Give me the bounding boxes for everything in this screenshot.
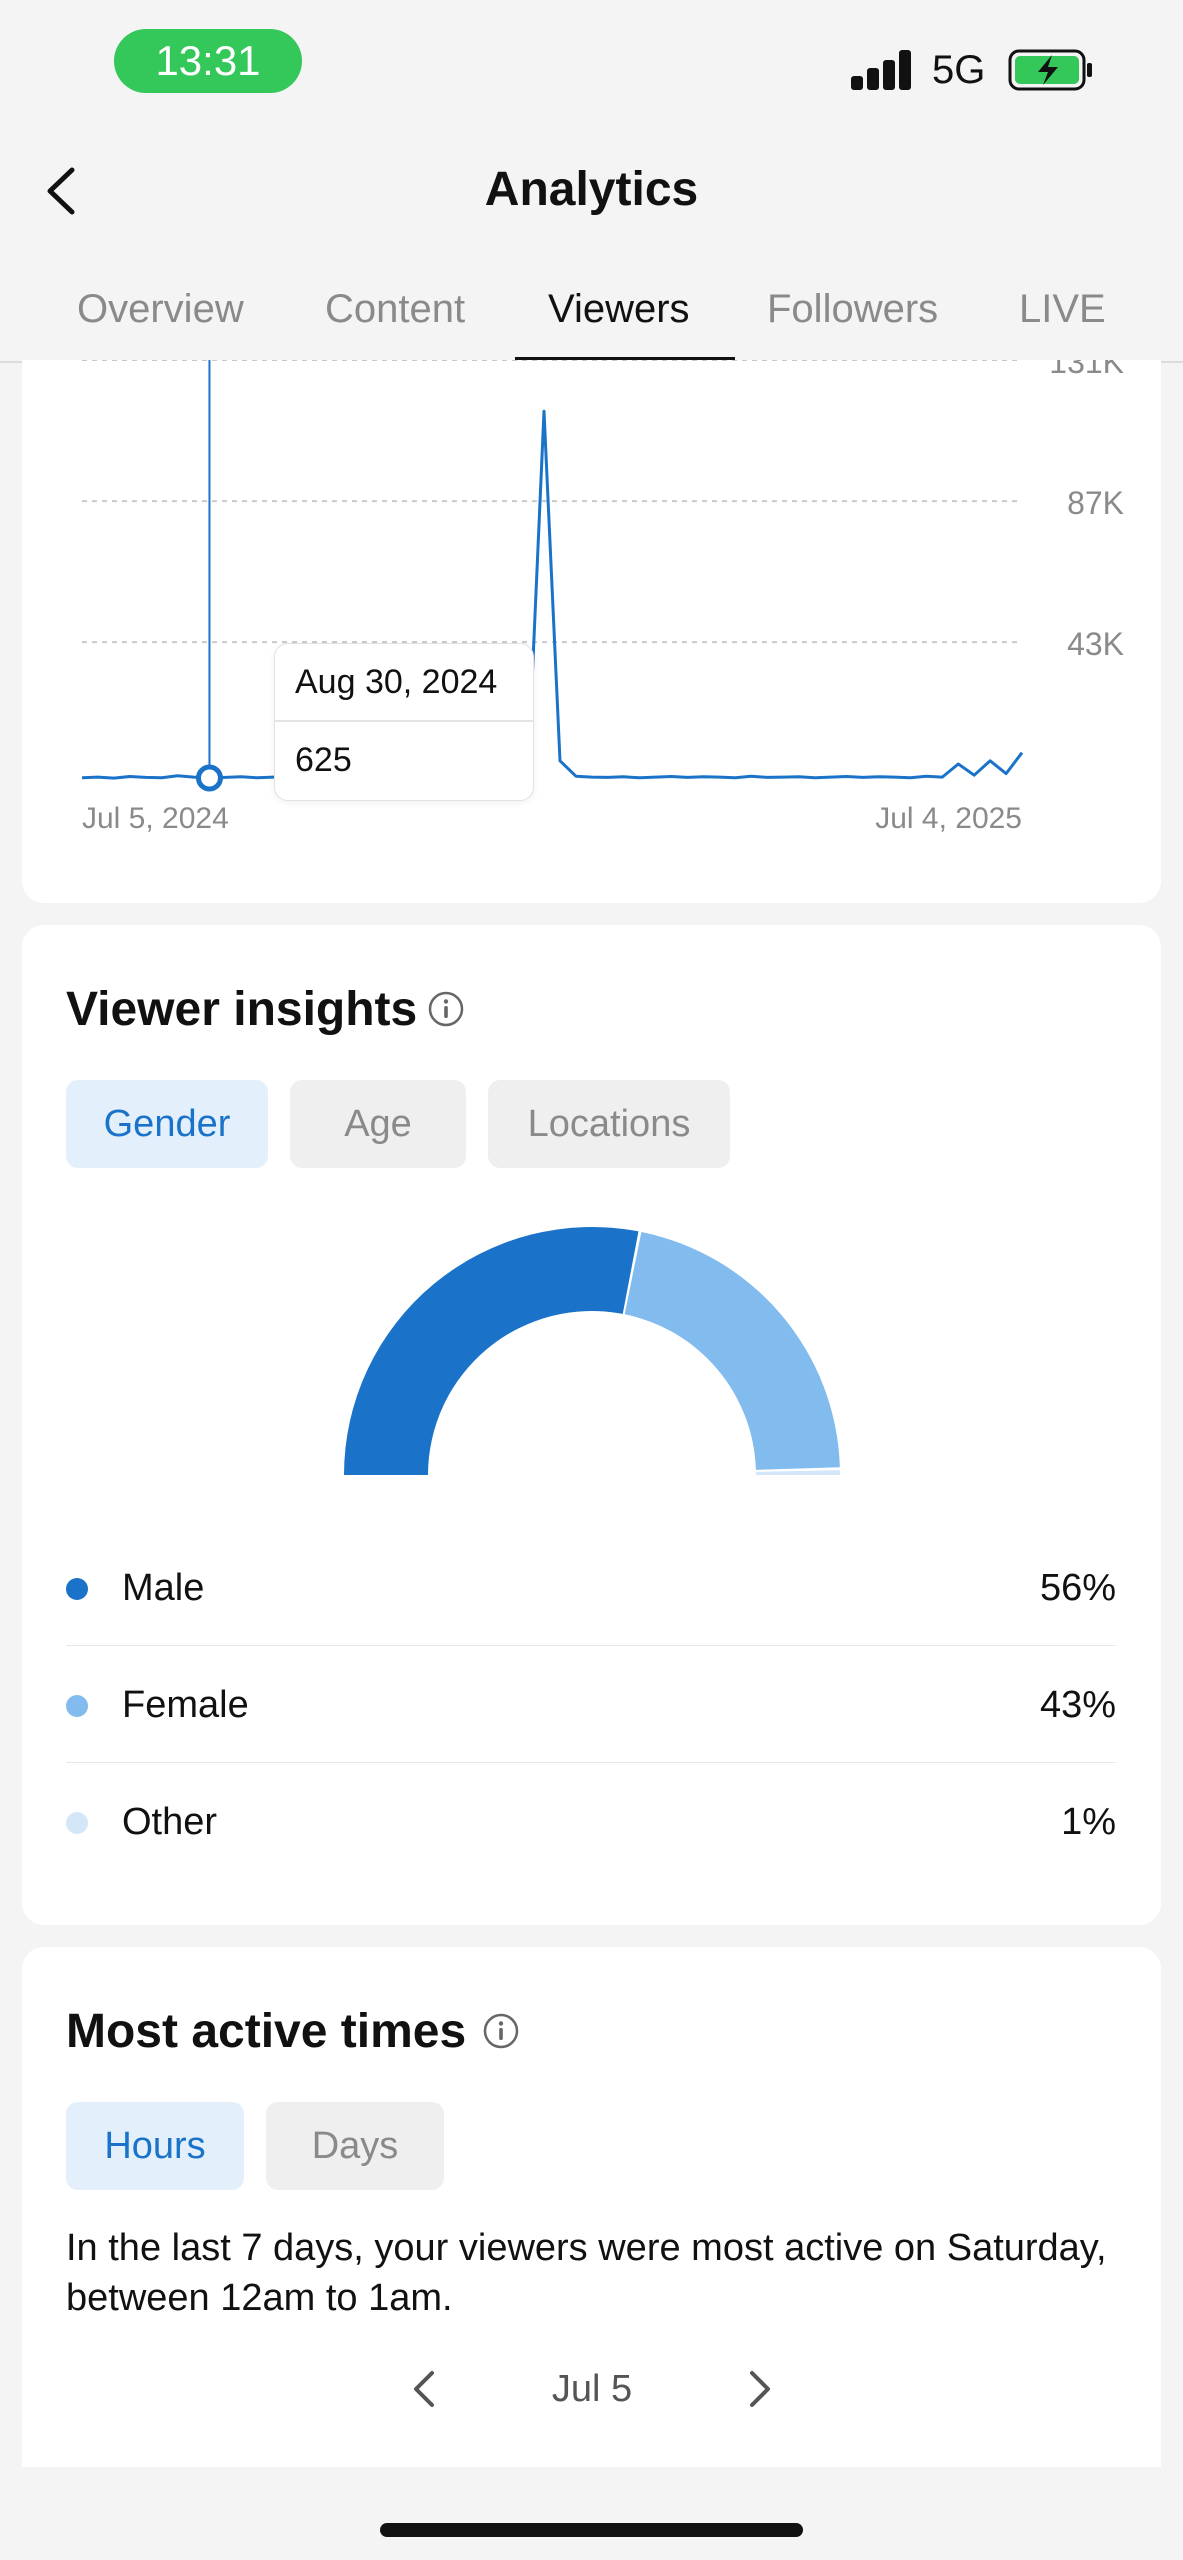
y-tick-label: 131K (1049, 360, 1124, 380)
info-icon[interactable] (427, 990, 465, 1028)
cellular-signal-icon (851, 50, 913, 90)
tooltip-divider (275, 720, 533, 722)
viewers-chart-card: 131K 87K 43K Jul 5, 2024 Jul 4, 2025 Aug 30,… (22, 360, 1161, 903)
most-active-description: In the last 7 days, your viewers were mo… (66, 2227, 1107, 2319)
chart-tooltip: Aug 30, 2024 625 (274, 643, 534, 801)
legend-row-female: Female 43% (66, 1647, 1116, 1763)
analytics-tabs: Overview Content Viewers Followers LIVE (0, 270, 1183, 363)
highlight-point (195, 764, 223, 792)
donut-segment-male (344, 1227, 639, 1475)
x-start-label: Jul 5, 2024 (82, 802, 229, 835)
status-time[interactable]: 13:31 (114, 29, 302, 93)
donut-segment-female (624, 1231, 840, 1470)
x-end-label: Jul 4, 2025 (875, 802, 1022, 835)
info-icon[interactable] (482, 2012, 520, 2050)
legend-dot-male (66, 1578, 88, 1600)
y-tick-label: 43K (1067, 626, 1124, 662)
nav-header: Analytics (0, 140, 1183, 240)
legend-row-other: Other 1% (66, 1764, 1116, 1880)
legend-label-male: Male (122, 1567, 205, 1609)
home-indicator[interactable] (380, 2523, 803, 2537)
tab-live[interactable]: LIVE (1019, 287, 1106, 331)
tab-followers[interactable]: Followers (767, 287, 939, 331)
gender-half-donut-chart (344, 1227, 840, 1475)
legend-dot-other (66, 1812, 88, 1834)
back-chevron-icon[interactable] (40, 164, 84, 218)
next-date-chevron-icon[interactable] (742, 2365, 778, 2413)
tab-viewers[interactable]: Viewers (548, 287, 690, 331)
viewer-insights-title: Viewer insights (66, 983, 418, 1036)
network-type: 5G (932, 48, 986, 92)
donut-segment-other (755, 1470, 840, 1475)
most-active-times-title: Most active times (66, 2005, 467, 2058)
page-title: Analytics (484, 163, 699, 216)
previous-date-chevron-icon[interactable] (406, 2365, 442, 2413)
tab-overview[interactable]: Overview (77, 287, 244, 331)
tooltip-value: 625 (295, 741, 352, 779)
y-tick-label: 87K (1067, 485, 1124, 521)
most-active-times-card: Most active times Hours Days In the last… (22, 1947, 1161, 2467)
filter-age[interactable]: Age (290, 1080, 466, 1168)
status-bar: 13:31 5G (0, 0, 1183, 130)
legend-value-other: 1% (1061, 1801, 1116, 1843)
active-date-label: Jul 5 (551, 2368, 633, 2410)
filter-gender[interactable]: Gender (66, 1080, 268, 1168)
legend-value-male: 56% (1039, 1567, 1116, 1609)
legend-dot-female (66, 1695, 88, 1717)
battery-charging-icon (1008, 49, 1092, 91)
tab-content[interactable]: Content (325, 287, 466, 331)
legend-label-female: Female (122, 1684, 249, 1726)
legend-row-male: Male 56% (66, 1530, 1116, 1646)
viewers-line-chart[interactable]: 131K 87K 43K Jul 5, 2024 Jul 4, 2025 (22, 360, 1161, 903)
series-line (81, 409, 1024, 780)
tooltip-date: Aug 30, 2024 (295, 663, 498, 701)
viewer-insights-card: Viewer insights Gender Age Locations Mal… (22, 925, 1161, 1925)
legend-value-female: 43% (1039, 1684, 1116, 1726)
filter-hours[interactable]: Hours (66, 2102, 244, 2190)
filter-days[interactable]: Days (266, 2102, 444, 2190)
legend-label-other: Other (122, 1801, 218, 1843)
filter-locations[interactable]: Locations (488, 1080, 730, 1168)
